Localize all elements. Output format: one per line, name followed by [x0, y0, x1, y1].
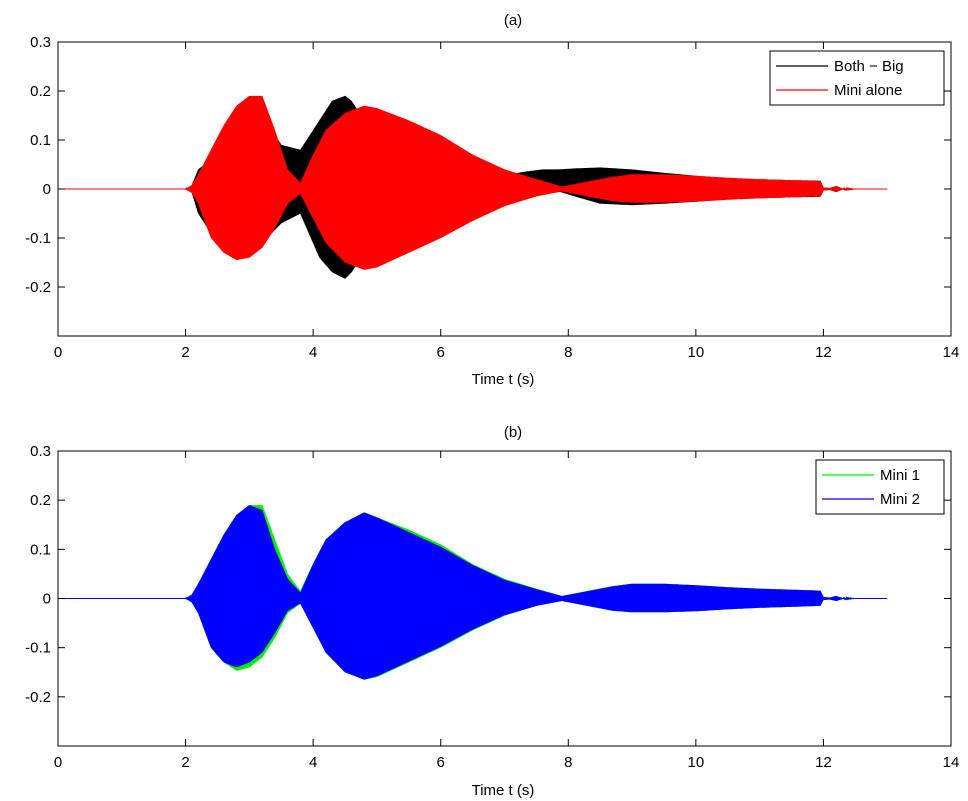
- panel-b-x-tick-label: 0: [54, 754, 62, 771]
- panel-a-legend-box: [769, 50, 945, 106]
- panel-b-y-tick-label: -0.1: [25, 640, 51, 657]
- panel-b-y-tick-label: 0.3: [30, 443, 51, 460]
- panel-b-legend-label-1: Mini 1: [880, 467, 920, 484]
- panel-a-x-tick-label: 10: [688, 344, 705, 361]
- panel-b-x-tick-label: 12: [815, 754, 832, 771]
- panel-a-axes-frame: [57, 41, 952, 337]
- panel-a-y-tick-label: 0.2: [30, 83, 51, 100]
- panel-b-legend-box: [815, 459, 945, 515]
- panel-a-legend: Both − Big Mini alone: [769, 50, 945, 106]
- panel-b-x-tick-label: 10: [688, 754, 705, 771]
- panel-a: (a) 0 2 4 6 8 10 12 14 0.3 0.2 0.1 0 -0.1 -0.2 Time t…: [25, 12, 959, 388]
- panel-a-x-tick-label: 14: [943, 344, 960, 361]
- panel-b-series-2-line: [58, 505, 888, 680]
- panel-a-x-tick-label: 12: [815, 344, 832, 361]
- panel-a-y-tick-label: -0.1: [25, 230, 51, 247]
- panel-b-legend-label-2: Mini 2: [880, 491, 920, 508]
- panel-b-axes-frame: [57, 450, 952, 747]
- panel-a-traces: [58, 95, 888, 279]
- panel-a-y-tick-label: 0.3: [30, 34, 51, 51]
- panel-a-x-axis-label: Time t (s): [472, 371, 535, 388]
- panel-b: (b) 0 2 4 6 8 10 12 14 0.3 0.2 0.1 0 -0.1 -0.2 Time t…: [25, 424, 959, 799]
- panel-a-title: (a): [504, 12, 522, 29]
- panel-a-legend-label-1: Both − Big: [834, 58, 904, 75]
- panel-b-x-tick-label: 8: [564, 754, 572, 771]
- panel-a-y-tick-label: 0.1: [30, 132, 51, 149]
- panel-a-x-tick-label: 0: [54, 344, 62, 361]
- panel-a-ticks: 0 2 4 6 8 10 12 14 0.3 0.2 0.1 0 -0.1 -0.2: [25, 34, 959, 361]
- panel-b-x-tick-label: 4: [309, 754, 317, 771]
- panel-a-x-tick-label: 4: [309, 344, 317, 361]
- panel-b-x-tick-label: 6: [437, 754, 445, 771]
- panel-b-y-tick-label: 0.1: [30, 541, 51, 558]
- panel-b-y-tick-label: 0: [43, 591, 51, 608]
- panel-b-x-tick-label: 2: [181, 754, 189, 771]
- panel-b-x-axis-label: Time t (s): [472, 782, 535, 799]
- panel-a-series-2-line: [58, 95, 888, 270]
- panel-b-traces: [58, 505, 888, 680]
- panel-b-y-tick-label: -0.2: [25, 689, 51, 706]
- panel-b-legend: Mini 1 Mini 2: [815, 459, 945, 515]
- panel-b-ticks: 0 2 4 6 8 10 12 14 0.3 0.2 0.1 0 -0.1 -0.2: [25, 443, 959, 771]
- panel-a-y-tick-label: 0: [43, 181, 51, 198]
- panel-a-x-tick-label: 8: [564, 344, 572, 361]
- panel-b-y-tick-label: 0.2: [30, 492, 51, 509]
- panel-b-x-tick-label: 14: [943, 754, 960, 771]
- panel-a-x-tick-label: 2: [181, 344, 189, 361]
- panel-b-title: (b): [504, 424, 522, 441]
- panel-a-y-tick-label: -0.2: [25, 279, 51, 296]
- panel-a-x-tick-label: 6: [437, 344, 445, 361]
- panel-a-legend-label-2: Mini alone: [834, 82, 902, 99]
